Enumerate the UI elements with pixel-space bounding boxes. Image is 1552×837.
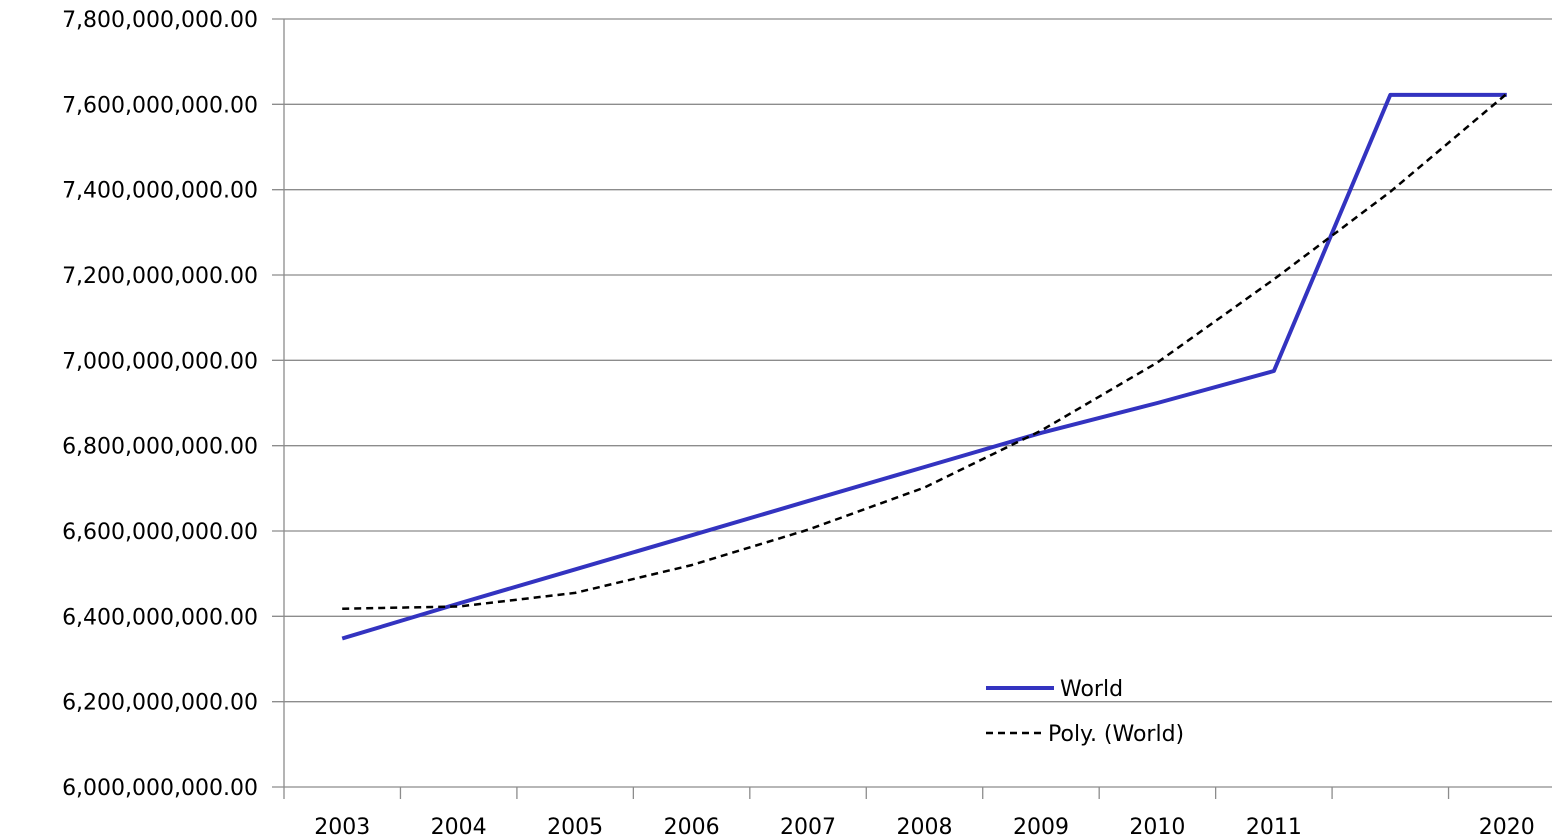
- x-tick-label: 2006: [664, 815, 720, 837]
- legend-label-poly-world: Poly. (World): [1048, 722, 1184, 747]
- x-tick-label: 2007: [780, 815, 836, 837]
- series-lines: [341, 92, 1508, 641]
- x-tick-label: 2011: [1246, 815, 1302, 837]
- y-tick-label: 6,200,000,000.00: [62, 691, 258, 716]
- axes: [283, 19, 1450, 799]
- y-tick-label: 7,800,000,000.00: [62, 8, 258, 33]
- x-tick-label: 2020: [1479, 815, 1535, 837]
- x-tick-label: 2004: [431, 815, 487, 837]
- legend: World Poly. (World): [986, 677, 1184, 747]
- y-tick-label: 7,200,000,000.00: [62, 264, 258, 289]
- y-tick-label: 6,000,000,000.00: [62, 776, 258, 801]
- x-tick-label: 2005: [547, 815, 603, 837]
- x-tick-label: 2003: [314, 815, 370, 837]
- x-tick-label: 2008: [897, 815, 953, 837]
- y-axis-tick-labels: 6,000,000,000.00 6,200,000,000.00 6,400,00…: [62, 8, 258, 801]
- series-line-world: [341, 92, 1507, 641]
- x-axis-tick-labels: 2003 2004 2005 2006 2007 2008 2009 2010 2011 2020: [314, 815, 1535, 837]
- y-tick-label: 7,400,000,000.00: [62, 179, 258, 204]
- x-tick-label: 2010: [1129, 815, 1185, 837]
- y-tick-label: 7,600,000,000.00: [62, 93, 258, 118]
- legend-label-world: World: [1060, 677, 1123, 702]
- x-tick-label: 2009: [1013, 815, 1069, 837]
- y-tick-label: 7,000,000,000.00: [62, 349, 258, 374]
- gridlines: [272, 18, 1552, 788]
- y-tick-label: 6,400,000,000.00: [62, 605, 258, 630]
- y-tick-label: 6,800,000,000.00: [62, 435, 258, 460]
- series-line-poly-world: [342, 92, 1508, 610]
- y-tick-label: 6,600,000,000.00: [62, 520, 258, 545]
